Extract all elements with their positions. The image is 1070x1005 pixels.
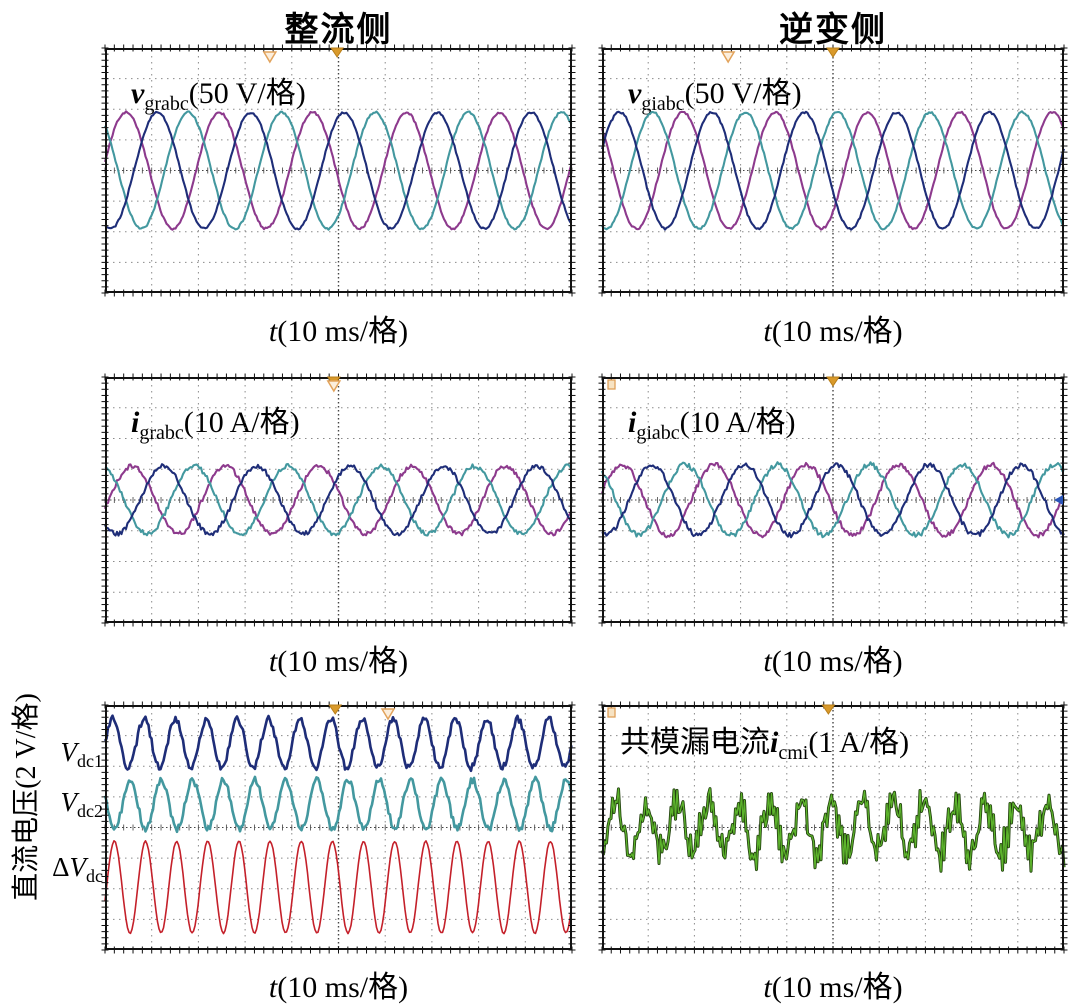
trace-label-v-giabc: vgiabc(50 V/格)	[628, 68, 802, 114]
time-axis-label: t(10 ms/格)	[268, 645, 409, 678]
scale-text: (50 V/格)	[188, 77, 306, 110]
trace-label-i-cmi: 共模漏电流icmi(1 A/格)	[620, 717, 910, 764]
time-axis-label: t(10 ms/格)	[268, 971, 409, 1004]
trace-label-vdc2: Vdc2	[60, 787, 104, 821]
variable-subscript: cmi	[778, 742, 809, 764]
trace-label-i-giabc: igiabc(10 A/格)	[628, 397, 796, 443]
channel-marker-icon	[720, 51, 736, 64]
reference-level-arrow-icon	[1054, 495, 1063, 505]
time-axis-label: t(10 ms/格)	[763, 315, 903, 348]
trace-label-vdc1: Vdc1	[60, 737, 104, 771]
scale-text: (1 A/格)	[808, 726, 910, 759]
panel-dc-voltages	[101, 701, 576, 954]
channel-indicator-icon	[607, 379, 616, 390]
panel-rectifier-grid-current: igrabc(10 A/格)	[101, 373, 576, 627]
label-prefix: 共模漏电流	[620, 726, 770, 759]
trigger-position-marker-icon	[330, 47, 345, 58]
panel-inverter-grid-voltage: vgiabc(50 V/格)	[598, 44, 1068, 297]
channel-marker-icon	[380, 708, 396, 721]
variable-symbol: i	[628, 406, 637, 439]
panel-rectifier-grid-voltage: vgrabc(50 V/格)	[101, 44, 576, 297]
trace-label-delta-vdc: ΔVdc	[52, 852, 103, 886]
variable-symbol: i	[131, 406, 140, 439]
panel-common-mode-leakage-current: 共模漏电流icmi(1 A/格)	[598, 701, 1068, 954]
time-axis-label: t(10 ms/格)	[763, 971, 903, 1004]
trigger-position-marker-icon	[826, 376, 840, 387]
scale-text: (10 A/格)	[183, 406, 300, 439]
column-title-inverter-side: 逆变侧	[779, 12, 887, 49]
waveform-canvas	[101, 373, 576, 627]
waveform-canvas	[101, 701, 576, 954]
variable-symbol: v	[131, 77, 145, 110]
channel-marker-icon	[326, 380, 342, 393]
waveform-canvas	[598, 373, 1068, 627]
waveform-canvas	[598, 44, 1068, 297]
trigger-position-marker-icon	[826, 47, 840, 58]
trigger-position-marker-icon	[821, 704, 836, 715]
time-axis-label: t(10 ms/格)	[763, 645, 903, 678]
scale-text: (10 A/格)	[679, 406, 796, 439]
trigger-position-marker-icon	[328, 704, 343, 715]
variable-symbol: v	[628, 77, 642, 110]
column-title-rectifier-side: 整流侧	[284, 12, 393, 49]
panel-inverter-grid-current: igiabc(10 A/格)	[598, 373, 1068, 627]
channel-indicator-icon	[607, 707, 616, 718]
waveform-canvas	[598, 701, 1068, 954]
channel-marker-icon	[262, 51, 278, 64]
scale-text: (50 V/格)	[684, 77, 802, 110]
variable-symbol: i	[770, 726, 779, 759]
trace-label-v-grabc: vgrabc(50 V/格)	[131, 68, 306, 114]
time-axis-label: t(10 ms/格)	[268, 315, 409, 348]
waveform-canvas	[101, 44, 576, 297]
